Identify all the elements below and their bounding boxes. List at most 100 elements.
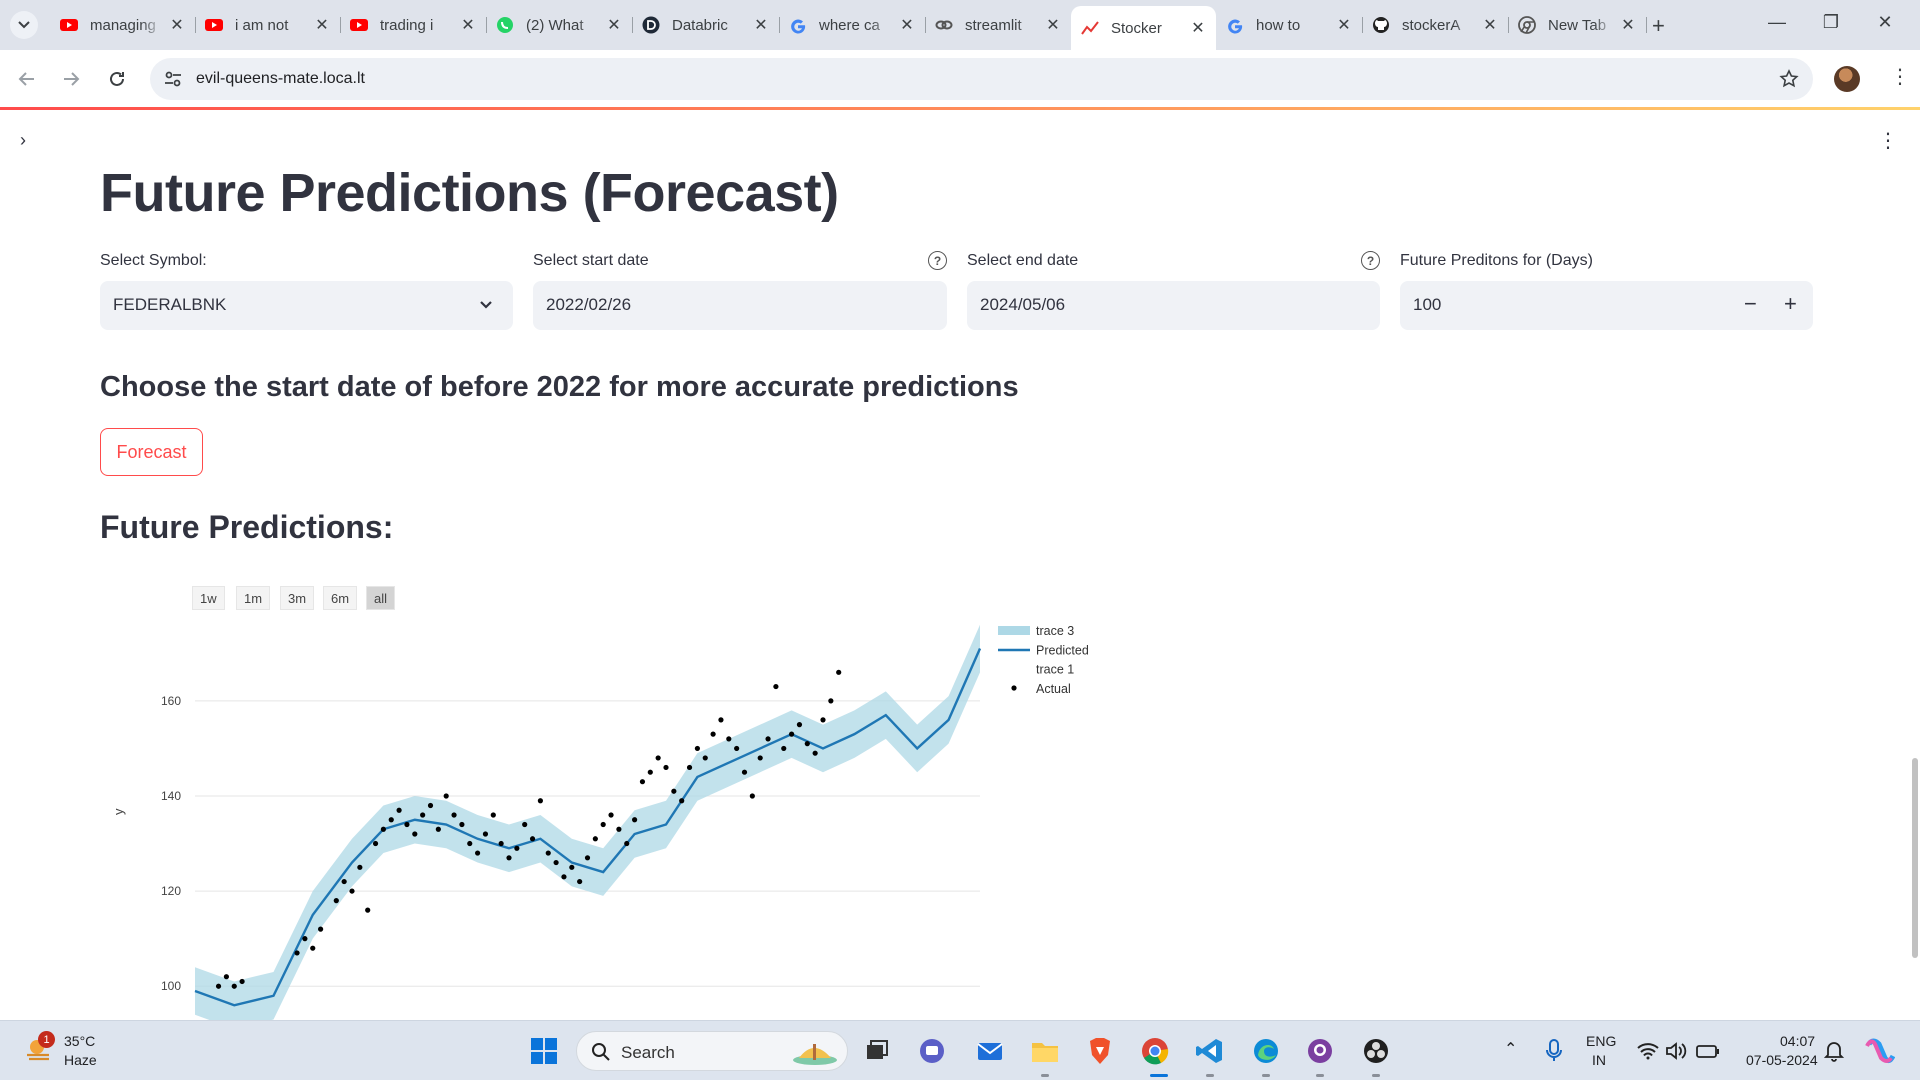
close-tab-icon[interactable]: ✕ — [754, 17, 768, 34]
weather-widget[interactable]: 1 — [24, 1031, 55, 1065]
actual-point — [577, 878, 583, 885]
restore-button[interactable]: ❐ — [1822, 12, 1840, 32]
start-date-label: Select start date — [533, 252, 649, 269]
tab-search-button[interactable] — [10, 11, 38, 39]
address-bar[interactable]: evil-queens-mate.loca.lt — [150, 58, 1813, 100]
close-tab-icon[interactable]: ✕ — [315, 17, 329, 34]
browser-tab[interactable]: trading i ✕ — [340, 8, 487, 42]
new-tab-button[interactable]: + — [1652, 13, 1665, 38]
app-menu-icon[interactable]: ⋮ — [1878, 130, 1898, 152]
forward-button[interactable] — [58, 66, 84, 92]
browser-tab[interactable]: New Tab ✕ — [1508, 8, 1647, 42]
browser-tab[interactable]: (2) What ✕ — [486, 8, 633, 42]
chrome-icon[interactable] — [1139, 1035, 1171, 1067]
running-indicator — [1372, 1074, 1380, 1077]
actual-point — [726, 736, 732, 742]
days-number-input[interactable]: 100 − + — [1400, 281, 1813, 330]
edge-icon[interactable] — [1250, 1035, 1282, 1067]
clock-time[interactable]: 04:07 — [1780, 1033, 1816, 1049]
language-region[interactable]: IN — [1592, 1052, 1606, 1068]
page-scrollbar[interactable] — [1912, 758, 1918, 958]
close-tab-icon[interactable]: ✕ — [1046, 17, 1060, 34]
browser-tab[interactable]: managing ✕ — [50, 8, 196, 42]
end-date-input[interactable]: 2024/05/06 — [967, 281, 1380, 330]
browser-tab[interactable]: how to ✕ — [1216, 8, 1363, 42]
chrome-icon — [1518, 16, 1536, 34]
battery-icon[interactable] — [1692, 1035, 1724, 1067]
decrement-button[interactable]: − — [1744, 291, 1757, 316]
profile-avatar[interactable] — [1834, 66, 1860, 92]
windows-start-icon[interactable] — [528, 1035, 560, 1067]
close-tab-icon[interactable]: ✕ — [1337, 17, 1351, 34]
minimize-button[interactable]: — — [1768, 12, 1786, 32]
wifi-icon[interactable] — [1632, 1035, 1664, 1067]
actual-point — [812, 750, 818, 756]
browser-tab[interactable]: stockerA ✕ — [1362, 8, 1509, 42]
close-tab-icon[interactable]: ✕ — [900, 17, 914, 34]
browser-tab[interactable]: i am not ✕ — [195, 8, 341, 42]
active-indicator — [1150, 1074, 1168, 1077]
bookmark-star-icon[interactable] — [1779, 69, 1799, 89]
range-button-all[interactable]: all — [366, 586, 396, 610]
close-tab-icon[interactable]: ✕ — [170, 17, 184, 34]
github-desktop-icon[interactable] — [1304, 1035, 1336, 1067]
start-date-input[interactable]: 2022/02/26 — [533, 281, 947, 330]
range-button-3m[interactable]: 3m — [280, 586, 315, 610]
close-tab-icon[interactable]: ✕ — [1191, 20, 1205, 37]
actual-point — [427, 802, 434, 809]
task-view-icon[interactable] — [861, 1035, 893, 1067]
sidebar-expand-icon[interactable]: › — [20, 130, 26, 150]
close-tab-icon[interactable]: ✕ — [1483, 17, 1497, 34]
close-tab-icon[interactable]: ✕ — [607, 17, 621, 34]
weather-temp: 35°C — [64, 1033, 96, 1049]
actual-point — [537, 798, 543, 804]
range-button-6m[interactable]: 6m — [323, 586, 358, 610]
actual-point — [341, 878, 347, 885]
microphone-icon[interactable] — [1538, 1035, 1570, 1067]
file-explorer-icon[interactable] — [1029, 1035, 1061, 1067]
brave-browser-icon[interactable] — [1084, 1035, 1116, 1067]
volume-icon[interactable] — [1660, 1035, 1692, 1067]
mail-icon[interactable] — [974, 1035, 1006, 1067]
actual-point — [702, 755, 708, 761]
range-button-1m[interactable]: 1m — [236, 586, 271, 610]
language-code[interactable]: ENG — [1586, 1033, 1617, 1049]
reload-button[interactable] — [104, 66, 130, 92]
increment-button[interactable]: + — [1784, 291, 1797, 316]
actual-point — [365, 907, 371, 913]
arrow-right-icon — [64, 72, 80, 86]
actual-point — [820, 717, 826, 723]
legend-entry: trace 3 — [1036, 624, 1074, 638]
browser-tab[interactable]: Stocker ✕ — [1071, 6, 1216, 50]
close-window-button[interactable]: ✕ — [1877, 12, 1893, 32]
close-tab-icon[interactable]: ✕ — [461, 17, 475, 34]
actual-point — [372, 840, 379, 847]
hidden-icons-chevron-icon[interactable]: ⌃ — [1504, 1041, 1518, 1058]
copilot-icon[interactable] — [1864, 1035, 1896, 1067]
help-icon[interactable]: ? — [1361, 251, 1380, 270]
browser-menu-icon[interactable]: ⋮ — [1890, 66, 1910, 88]
taskbar-search[interactable]: Search — [576, 1031, 848, 1071]
range-button-1w[interactable]: 1w — [192, 586, 225, 610]
teams-chat-icon[interactable] — [916, 1035, 948, 1067]
symbol-select[interactable]: FEDERALBNK — [100, 281, 513, 330]
confidence-band — [195, 624, 980, 1020]
browser-tab[interactable]: where ca ✕ — [779, 8, 926, 42]
site-info-icon[interactable] — [164, 70, 182, 88]
browser-tab[interactable]: Databric ✕ — [632, 8, 780, 42]
back-button[interactable] — [14, 66, 40, 92]
weather-desc: Haze — [64, 1052, 97, 1068]
vscode-icon[interactable] — [1194, 1035, 1226, 1067]
close-tab-icon[interactable]: ✕ — [1621, 17, 1635, 34]
notification-bell-icon[interactable] — [1818, 1035, 1850, 1067]
page-load-bar — [0, 107, 1920, 110]
forecast-chart[interactable]: 100 120 140 160 y trace 3 Predicted trace 1 Actu… — [100, 540, 1250, 1020]
actual-point — [655, 755, 661, 761]
forecast-button[interactable]: Forecast — [100, 428, 203, 476]
actual-point — [789, 731, 795, 737]
obs-studio-icon[interactable] — [1360, 1035, 1392, 1067]
clock-date[interactable]: 07-05-2024 — [1746, 1052, 1818, 1068]
tab-title: Stocker — [1111, 19, 1162, 37]
browser-tab[interactable]: streamlit ✕ — [925, 8, 1071, 42]
help-icon[interactable]: ? — [928, 251, 947, 270]
